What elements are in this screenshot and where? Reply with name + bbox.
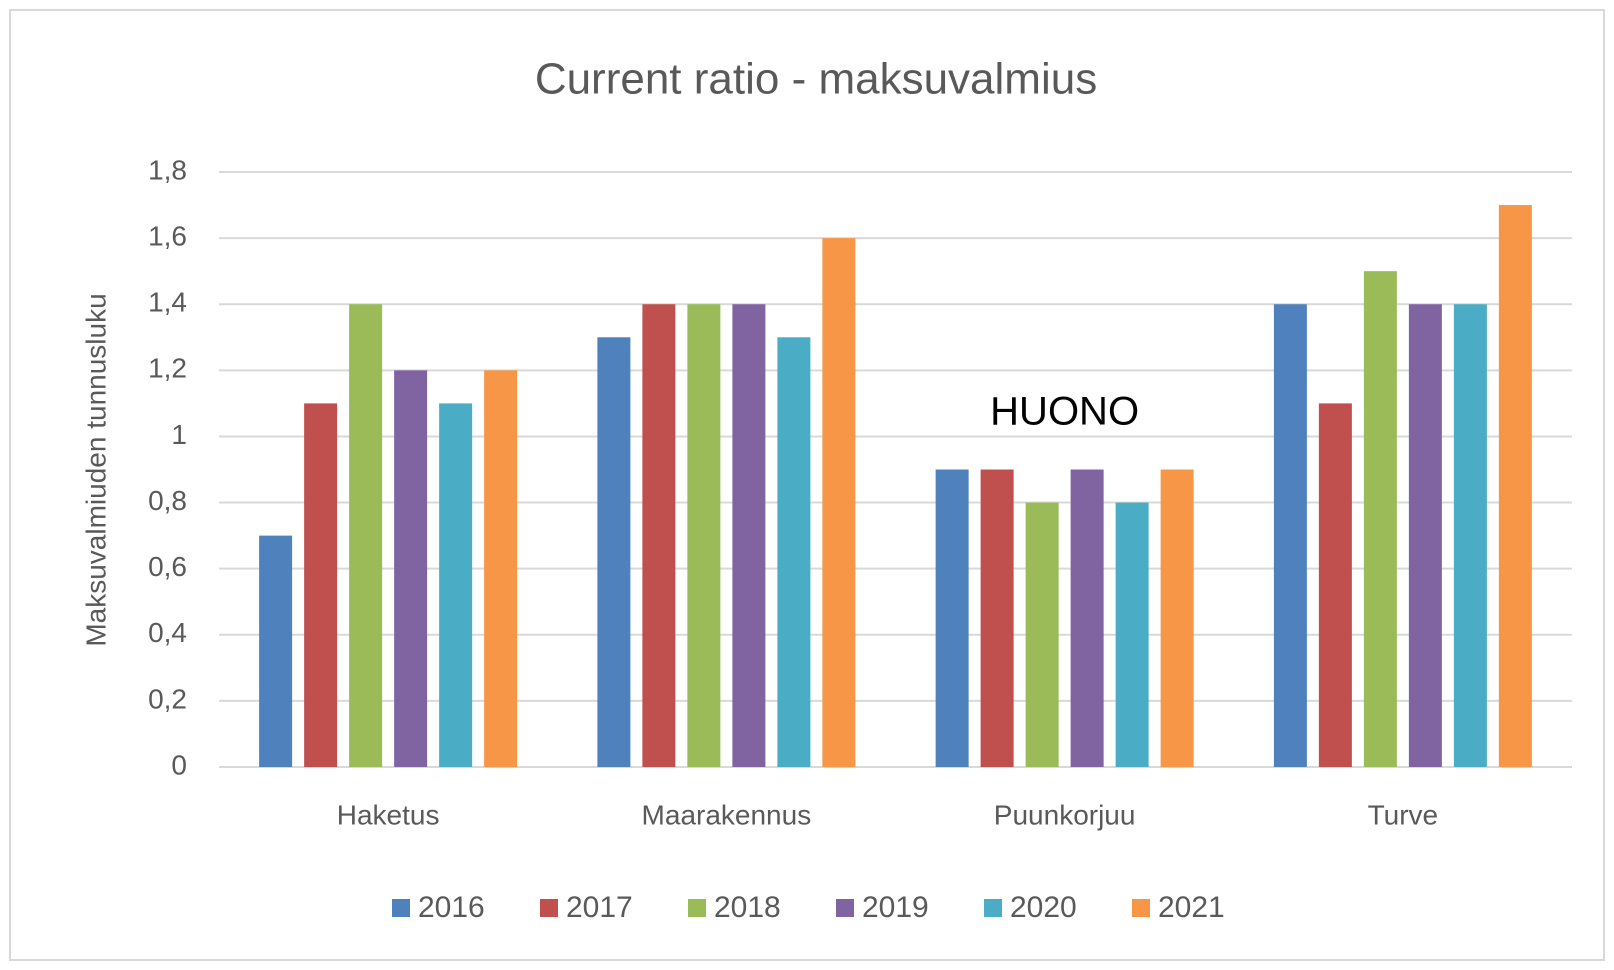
bar xyxy=(597,337,631,767)
y-tick-label: 1,8 xyxy=(148,154,187,185)
bar xyxy=(439,403,473,767)
legend-label: 2016 xyxy=(418,891,485,924)
x-tick-label: Turve xyxy=(1368,799,1439,830)
bar xyxy=(732,304,766,767)
legend-swatch xyxy=(836,899,854,917)
bar xyxy=(1025,502,1059,767)
legend-swatch xyxy=(540,899,558,917)
bar xyxy=(1453,304,1487,767)
y-axis-label: Maksuvalmiuden tunnusluku xyxy=(80,293,111,646)
bar xyxy=(394,370,428,767)
y-tick-label: 0,6 xyxy=(148,551,187,582)
y-tick-label: 1,6 xyxy=(148,221,187,252)
bar xyxy=(642,304,676,767)
y-tick-label: 1 xyxy=(171,419,187,450)
legend-label: 2020 xyxy=(1010,891,1077,924)
bar xyxy=(1408,304,1442,767)
legend-label: 2018 xyxy=(714,891,781,924)
y-tick-label: 1,4 xyxy=(148,287,187,318)
legend-swatch xyxy=(984,899,1002,917)
bar xyxy=(687,304,721,767)
y-tick-label: 0,8 xyxy=(148,485,187,516)
chart-title: Current ratio - maksuvalmius xyxy=(535,55,1097,104)
bar xyxy=(1498,205,1532,768)
y-tick-label: 0,4 xyxy=(148,617,187,648)
legend-label: 2021 xyxy=(1158,891,1225,924)
x-tick-label: Haketus xyxy=(337,799,440,830)
bar xyxy=(1363,271,1397,767)
legend-swatch xyxy=(392,899,410,917)
legend-label: 2019 xyxy=(862,891,929,924)
bar xyxy=(935,469,969,767)
legend-label: 2017 xyxy=(566,891,633,924)
bar xyxy=(1115,502,1149,767)
bar xyxy=(822,238,856,768)
x-tick-label: Maarakennus xyxy=(642,799,812,830)
y-tick-label: 0,2 xyxy=(148,683,187,714)
bar xyxy=(304,403,338,767)
bar xyxy=(349,304,383,767)
y-tick-label: 0 xyxy=(171,749,187,780)
bar xyxy=(1070,469,1104,767)
legend-swatch xyxy=(1132,899,1150,917)
bar xyxy=(259,535,293,767)
bar xyxy=(777,337,811,767)
bar xyxy=(484,370,518,767)
bar xyxy=(1273,304,1307,767)
annotation: HUONO xyxy=(990,390,1139,434)
bar xyxy=(1318,403,1352,767)
bar xyxy=(1160,469,1194,767)
y-tick-label: 1,2 xyxy=(148,353,187,384)
x-tick-label: Puunkorjuu xyxy=(994,799,1136,830)
legend-swatch xyxy=(688,899,706,917)
bar xyxy=(980,469,1014,767)
